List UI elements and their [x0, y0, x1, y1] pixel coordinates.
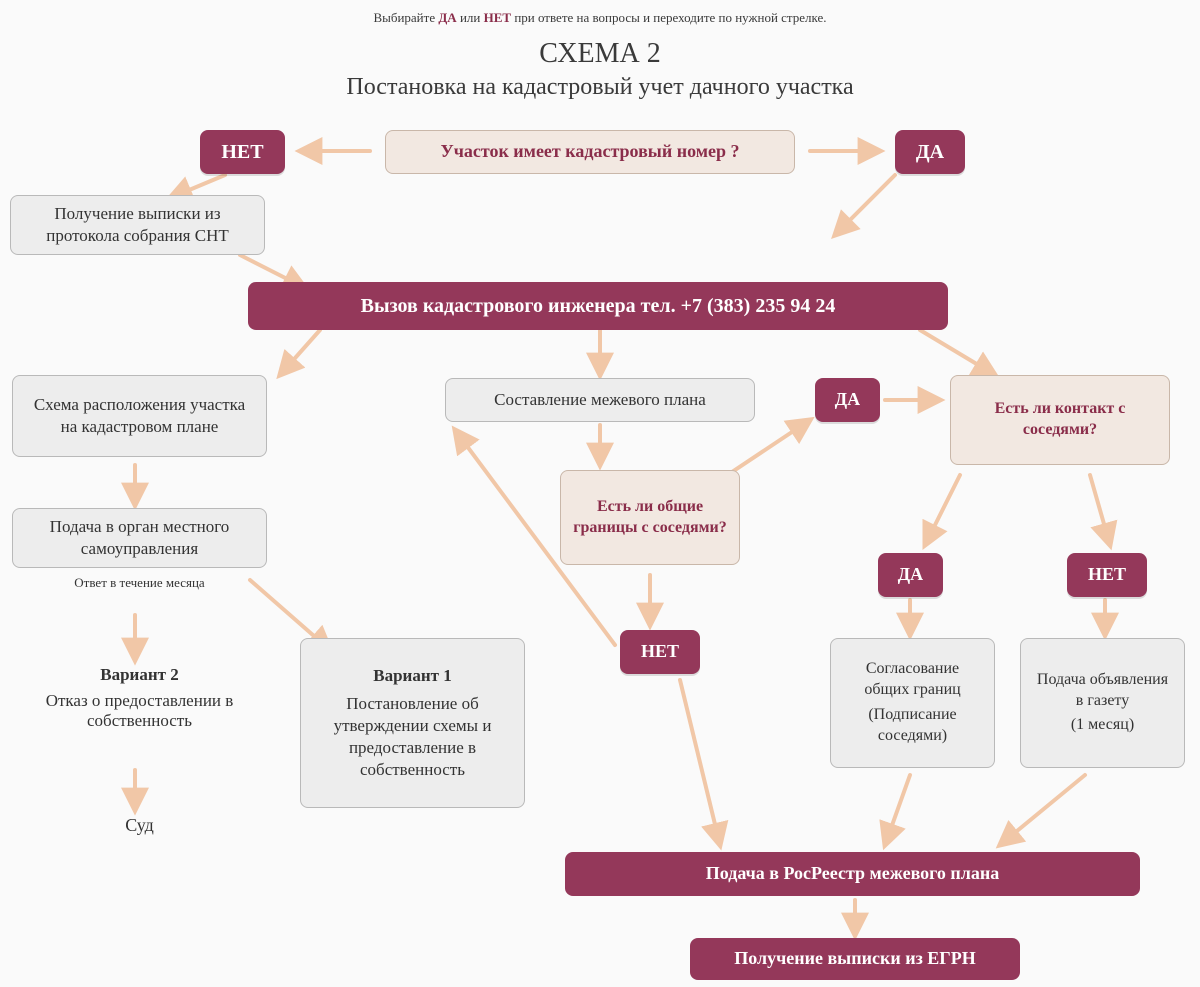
- agree-title: Согласование общих границ: [843, 659, 982, 701]
- question-common-borders: Есть ли общие границы с соседями?: [560, 470, 740, 565]
- box-survey-plan: Составление межевого плана: [445, 378, 755, 422]
- badge-da-2: ДА: [815, 378, 880, 422]
- question-has-cadastral-number: Участок имеет кадастровый номер ?: [385, 130, 795, 174]
- variant-2-body: Отказ о предоставлении в собственность: [46, 691, 234, 730]
- intro-text: Выбирайте ДА или НЕТ при ответе на вопро…: [0, 10, 1200, 26]
- plain-variant-2: Вариант 2 Отказ о предоставлении в собст…: [12, 665, 267, 731]
- intro-da: ДА: [438, 10, 456, 25]
- intro-net: НЕТ: [484, 10, 511, 25]
- plain-court: Суд: [12, 815, 267, 836]
- question-contact-neighbors: Есть ли контакт с соседями?: [950, 375, 1170, 465]
- flowchart-canvas: Выбирайте ДА или НЕТ при ответе на вопро…: [0, 0, 1200, 987]
- bar-egrn-extract: Получение выписки из ЕГРН: [690, 938, 1020, 980]
- box-layout-scheme: Схема расположения участка на кадастрово…: [12, 375, 267, 457]
- bar-call-engineer: Вызов кадастрового инженера тел. +7 (383…: [248, 282, 948, 330]
- box-agree-borders: Согласование общих границ (Подписание со…: [830, 638, 995, 768]
- badge-net-1: НЕТ: [200, 130, 285, 174]
- variant-2-title: Вариант 2: [12, 665, 267, 685]
- title-line-1: СХЕМА 2: [0, 38, 1200, 70]
- title-line-2: Постановка на кадастровый учет дачного у…: [0, 74, 1200, 101]
- note-month-response: Ответ в течение месяца: [12, 575, 267, 591]
- variant-1-body: Постановление об утверждении схемы и пре…: [313, 693, 512, 781]
- box-snt-extract: Получение выписки из протокола собрания …: [10, 195, 265, 255]
- badge-net-3: НЕТ: [1067, 553, 1147, 597]
- badge-da-1: ДА: [895, 130, 965, 174]
- bar-rosreestr-submit: Подача в РосРеестр межевого плана: [565, 852, 1140, 896]
- intro-mid: или: [457, 10, 484, 25]
- box-local-gov: Подача в орган местного самоуправления: [12, 508, 267, 568]
- badge-da-3: ДА: [878, 553, 943, 597]
- gazette-sub: (1 месяц): [1071, 715, 1134, 736]
- box-gazette: Подача объявления в газету (1 месяц): [1020, 638, 1185, 768]
- agree-sub: (Подписание соседями): [843, 705, 982, 747]
- intro-suffix: при ответе на вопросы и переходите по ну…: [511, 10, 826, 25]
- intro-prefix: Выбирайте: [373, 10, 438, 25]
- gazette-title: Подача объявления в газету: [1033, 670, 1172, 712]
- variant-1-title: Вариант 1: [373, 665, 451, 687]
- box-variant-1: Вариант 1 Постановление об утверждении с…: [300, 638, 525, 808]
- badge-net-2: НЕТ: [620, 630, 700, 674]
